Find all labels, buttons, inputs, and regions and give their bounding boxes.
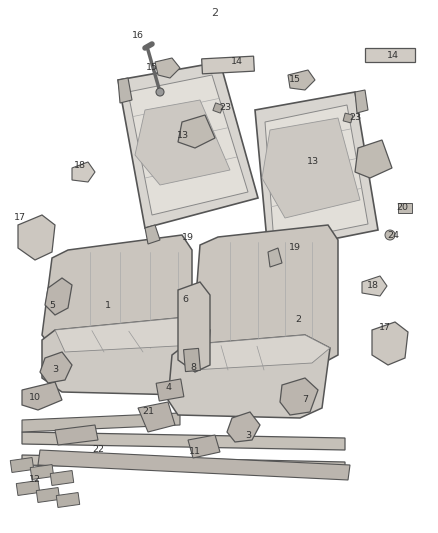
Polygon shape xyxy=(255,92,378,252)
Text: 24: 24 xyxy=(387,230,399,239)
Text: 16: 16 xyxy=(132,30,144,39)
Polygon shape xyxy=(22,455,345,472)
Text: 12: 12 xyxy=(29,475,41,484)
Polygon shape xyxy=(42,235,192,348)
Polygon shape xyxy=(45,278,72,315)
Text: 6: 6 xyxy=(182,295,188,304)
FancyBboxPatch shape xyxy=(201,56,254,74)
Polygon shape xyxy=(22,413,180,432)
Polygon shape xyxy=(227,412,260,442)
Polygon shape xyxy=(138,402,175,432)
Polygon shape xyxy=(265,105,368,243)
Text: 19: 19 xyxy=(182,232,194,241)
Text: 23: 23 xyxy=(349,114,361,123)
Text: 3: 3 xyxy=(52,366,58,375)
FancyBboxPatch shape xyxy=(156,379,184,401)
Polygon shape xyxy=(262,118,360,218)
Text: 7: 7 xyxy=(302,395,308,405)
Text: 10: 10 xyxy=(29,393,41,402)
Polygon shape xyxy=(362,276,387,296)
Polygon shape xyxy=(18,215,55,260)
Text: 11: 11 xyxy=(189,448,201,456)
Polygon shape xyxy=(268,248,282,267)
Polygon shape xyxy=(355,90,368,113)
FancyBboxPatch shape xyxy=(50,471,74,486)
Polygon shape xyxy=(192,225,338,362)
Text: 2: 2 xyxy=(295,316,301,325)
Polygon shape xyxy=(38,450,350,480)
Text: 22: 22 xyxy=(92,446,104,455)
Text: 13: 13 xyxy=(307,157,319,166)
Polygon shape xyxy=(40,352,72,383)
Text: 3: 3 xyxy=(245,431,251,440)
Polygon shape xyxy=(128,75,248,215)
Polygon shape xyxy=(55,425,98,445)
Text: 14: 14 xyxy=(231,58,243,67)
Text: 13: 13 xyxy=(177,131,189,140)
Text: 23: 23 xyxy=(219,103,231,112)
FancyBboxPatch shape xyxy=(30,465,54,480)
Text: 15: 15 xyxy=(146,63,158,72)
Polygon shape xyxy=(135,100,230,185)
Text: 2: 2 xyxy=(212,8,219,18)
Text: 20: 20 xyxy=(396,204,408,213)
Circle shape xyxy=(385,230,395,240)
Polygon shape xyxy=(118,62,258,228)
Polygon shape xyxy=(155,58,180,78)
Polygon shape xyxy=(280,378,318,415)
Text: 4: 4 xyxy=(165,384,171,392)
Text: 15: 15 xyxy=(289,76,301,85)
FancyBboxPatch shape xyxy=(213,103,223,113)
FancyBboxPatch shape xyxy=(343,113,353,123)
Polygon shape xyxy=(178,282,210,372)
Polygon shape xyxy=(188,435,220,458)
Polygon shape xyxy=(22,382,62,410)
FancyBboxPatch shape xyxy=(184,349,201,372)
Polygon shape xyxy=(72,162,95,182)
Circle shape xyxy=(156,88,164,96)
Polygon shape xyxy=(22,432,345,450)
Text: 14: 14 xyxy=(387,51,399,60)
FancyBboxPatch shape xyxy=(10,457,34,472)
FancyBboxPatch shape xyxy=(56,492,80,507)
Text: 17: 17 xyxy=(379,324,391,333)
Polygon shape xyxy=(118,78,132,103)
Text: 18: 18 xyxy=(74,160,86,169)
Polygon shape xyxy=(288,70,315,90)
Text: 19: 19 xyxy=(289,244,301,253)
Text: 8: 8 xyxy=(190,364,196,373)
Text: 18: 18 xyxy=(367,280,379,289)
FancyBboxPatch shape xyxy=(16,481,40,496)
Text: 17: 17 xyxy=(14,214,26,222)
Polygon shape xyxy=(55,318,210,352)
Polygon shape xyxy=(372,322,408,365)
Text: 21: 21 xyxy=(142,408,154,416)
Text: 5: 5 xyxy=(49,301,55,310)
Polygon shape xyxy=(185,335,330,370)
FancyBboxPatch shape xyxy=(36,488,60,503)
FancyBboxPatch shape xyxy=(365,48,415,62)
Polygon shape xyxy=(145,225,160,244)
Polygon shape xyxy=(168,335,330,418)
Text: 1: 1 xyxy=(105,301,111,310)
Polygon shape xyxy=(178,115,215,148)
Polygon shape xyxy=(355,140,392,178)
Polygon shape xyxy=(42,318,210,395)
FancyBboxPatch shape xyxy=(398,203,412,213)
